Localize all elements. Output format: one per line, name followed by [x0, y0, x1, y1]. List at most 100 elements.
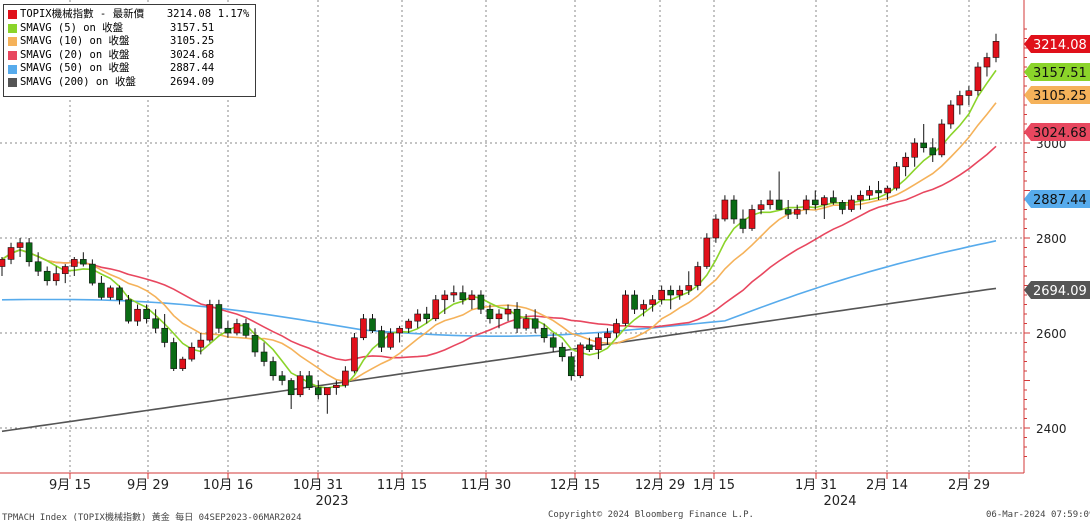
candle-body	[486, 308, 494, 320]
candle-body	[52, 273, 60, 282]
candle	[730, 195, 738, 224]
candle	[586, 337, 593, 352]
legend-swatch	[8, 64, 17, 74]
candle-body	[884, 187, 891, 194]
candle	[441, 290, 449, 314]
value-tags: 3214.08 3157.51 3105.25 3024.68 2887.44 2694.…	[1024, 35, 1090, 299]
candle	[567, 352, 575, 381]
candle-body	[992, 41, 1000, 58]
x-year-label: 2024	[823, 494, 856, 509]
candle	[278, 371, 286, 386]
candle	[658, 285, 665, 305]
legend-value: 2887.44	[170, 62, 215, 75]
candle	[857, 190, 864, 210]
tag-value: 3157.51	[1033, 66, 1087, 81]
candle-body	[938, 123, 946, 156]
candle-body	[116, 287, 123, 301]
legend: TOPIX機械指數 - 最新價 3214.08 1.17% SMAVG (5) …	[3, 4, 256, 97]
y-tick-label: 2400	[1036, 422, 1067, 436]
candle-body	[423, 313, 431, 320]
candle-body	[839, 202, 846, 210]
candle-body	[233, 323, 241, 334]
candle-body	[965, 90, 973, 96]
candle	[233, 318, 241, 336]
candle	[342, 366, 349, 388]
candle-body	[16, 242, 24, 248]
legend-item-smavg5: SMAVG (5) on 收盤 3157.51	[8, 22, 251, 36]
candle-body	[333, 384, 340, 388]
legend-swatch	[8, 78, 17, 88]
candle-body	[61, 266, 69, 274]
candle	[486, 304, 494, 324]
legend-label: SMAVG (50) on 收盤	[20, 62, 130, 75]
candle	[197, 333, 205, 355]
candle-body	[667, 289, 674, 296]
candle-body	[549, 337, 557, 348]
candle	[423, 306, 431, 324]
legend-value: 3105.25	[170, 35, 215, 48]
candle	[920, 124, 928, 153]
candle-body	[0, 259, 6, 267]
candle	[179, 356, 187, 371]
candle-body	[613, 323, 620, 334]
candle	[170, 337, 177, 371]
candle	[604, 328, 611, 345]
candle-body	[577, 344, 584, 377]
candle-body	[296, 375, 304, 396]
tag-shape	[1024, 35, 1090, 53]
candle	[70, 257, 78, 276]
candle	[414, 309, 421, 329]
candle	[296, 371, 304, 398]
candle-body	[531, 318, 539, 329]
footer-source: TPMACH Index (TOPIX機械指數) 黃金 每日 04SEP2023…	[2, 513, 302, 523]
candle	[558, 342, 566, 362]
candle	[893, 162, 900, 191]
candle	[324, 387, 331, 414]
candle	[360, 314, 367, 341]
x-tick-label: 2月 14	[866, 478, 908, 493]
candle-body	[694, 266, 702, 286]
candle	[712, 214, 720, 243]
candle-body	[170, 342, 177, 369]
candle-body	[811, 199, 819, 206]
candle-body	[70, 259, 78, 267]
x-year-label: 2023	[315, 494, 348, 509]
candle	[305, 371, 313, 390]
tag-smavg50: 2887.44	[1024, 190, 1090, 208]
x-tick-label: 10月 31	[293, 478, 343, 493]
sma5-line	[1, 69, 997, 389]
candle-body	[260, 351, 268, 362]
candle-body	[269, 361, 277, 377]
candle	[739, 209, 747, 234]
candle	[649, 295, 656, 312]
candle-body	[658, 289, 665, 301]
tag-smavg5: 3157.51	[1024, 63, 1090, 81]
legend-item-smavg200: SMAVG (200) on 收盤 2694.09	[8, 76, 251, 90]
candle-body	[595, 337, 602, 350]
legend-swatch	[8, 37, 17, 47]
candle	[839, 200, 846, 215]
candle	[116, 285, 123, 305]
candle	[540, 323, 548, 343]
candle	[811, 190, 819, 210]
candle	[848, 195, 855, 212]
candle	[242, 318, 250, 338]
x-tick-label: 12月 29	[635, 478, 685, 493]
candle	[929, 138, 937, 162]
candle-body	[477, 294, 485, 310]
x-tick-label: 2月 29	[948, 478, 990, 493]
legend-label: SMAVG (10) on 收盤	[20, 35, 130, 48]
candle	[549, 333, 557, 352]
x-tick-label: 9月 29	[127, 478, 169, 493]
candle-body	[920, 142, 928, 149]
candle-body	[107, 287, 114, 298]
tag-value: 3024.68	[1033, 126, 1087, 141]
candle-body	[459, 292, 467, 301]
candle	[450, 285, 458, 303]
candle-body	[802, 199, 810, 210]
candle-body	[342, 370, 349, 386]
x-tick-label: 12月 15	[550, 478, 600, 493]
candle	[7, 242, 15, 265]
candle-body	[676, 289, 684, 296]
candle	[468, 290, 476, 310]
